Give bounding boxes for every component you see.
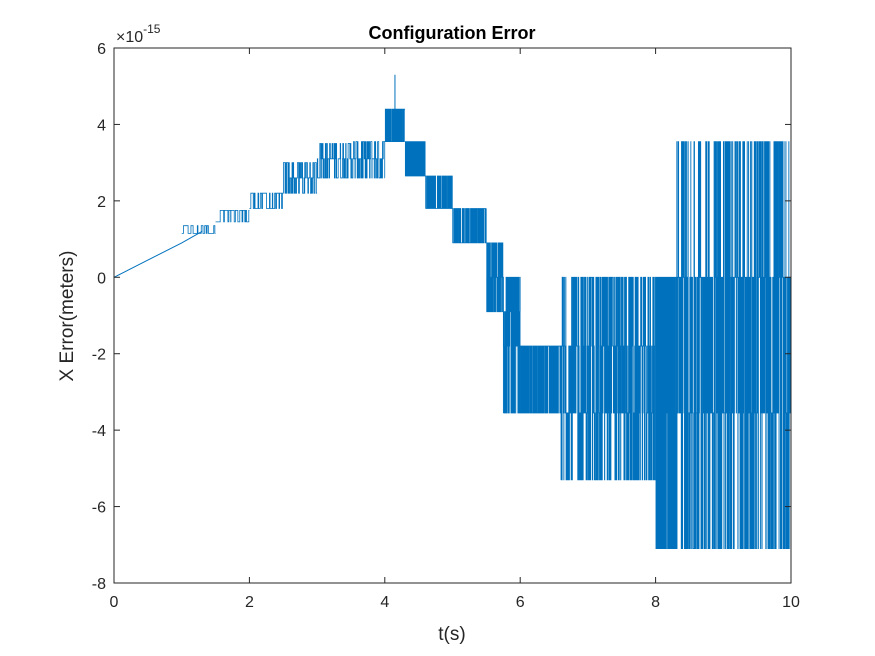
y-exponent-label: ×10-15 [116,22,161,46]
y-tick-label: -8 [92,576,106,593]
axes-layer: 0 2 4 6 8 10 -8 -6 -4 -2 0 2 4 6 [92,41,800,611]
axes-box [113,47,792,584]
y-exponent-power: -15 [143,22,161,36]
y-tick-label: 4 [97,117,106,134]
y-tick-label: -6 [92,500,106,517]
series-band [502,276,521,414]
x-tick-label: 6 [516,594,525,611]
series-band [655,276,677,550]
y-exponent-base: ×10 [116,29,143,46]
series-band [350,141,386,179]
series-band [560,276,656,481]
y-tick-label: 0 [97,270,106,287]
series-band [404,141,426,177]
y-axis-label: X Error(meters) [57,251,78,382]
x-tick-label: 10 [782,594,800,611]
y-tick-label: -2 [92,347,106,364]
series-band [486,242,504,313]
chart-title: Configuration Error [369,23,536,43]
series-band [452,208,487,244]
series-band [316,143,352,179]
x-axis-label: t(s) [438,624,465,645]
series-band [249,192,284,209]
series-band [283,162,318,194]
y-tick-label: -4 [92,423,106,440]
series-layer [113,74,792,550]
y-tick-label: 2 [97,194,106,211]
series-band [215,210,250,223]
x-tick-label: 2 [245,594,254,611]
series-trend-line [113,230,203,278]
series-band [181,225,216,234]
series-band [675,141,792,550]
x-tick-label: 0 [110,594,119,611]
series-band [425,175,453,209]
x-tick-label: 8 [651,594,660,611]
x-tick-label: 4 [380,594,389,611]
plot-area [114,48,791,583]
y-tick-label: 6 [97,41,106,58]
series-band [520,345,562,414]
